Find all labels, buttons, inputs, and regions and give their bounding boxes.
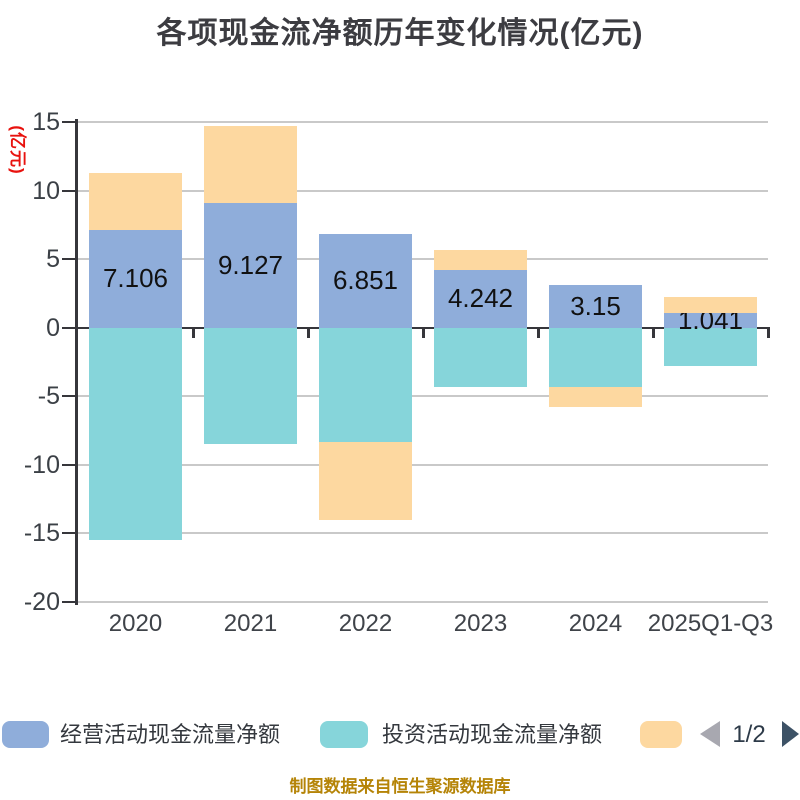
legend-swatch [2, 721, 49, 748]
plot-area: 15 10 5 0 -5 -10 -15 -20 7.106 9.127 6.851 4.242 3.… [24, 108, 773, 637]
y-axis-tick [62, 395, 76, 398]
x-category-label-2021: 2021 [223, 610, 278, 637]
bar-segment-2020 [89, 172, 182, 231]
x-axis-tick [766, 326, 770, 338]
x-axis-tick [191, 326, 195, 338]
chart-title: 各项现金流净额历年变化情况(亿元) [156, 17, 644, 50]
legend-prev-page-icon[interactable] [700, 721, 720, 747]
y-tick-label: -15 [23, 519, 60, 548]
bar-segment-2024 [549, 284, 642, 328]
gridline [78, 121, 768, 123]
bar-segment-2024 [549, 386, 642, 407]
x-category-label-2022: 2022 [338, 610, 393, 637]
x-category-label-2025Q1-Q3: 2025Q1-Q3 [647, 610, 774, 637]
x-axis-tick [651, 326, 655, 338]
x-axis-tick [421, 326, 425, 338]
bar-segment-2023 [434, 249, 527, 270]
bar-segment-2024 [549, 327, 642, 387]
gridline [78, 189, 768, 192]
bar-segment-2025Q1-Q3 [664, 296, 757, 314]
y-axis-tick [62, 189, 76, 192]
legend-page-indicator: 1/2 [732, 721, 766, 748]
bar-segment-2022 [319, 441, 412, 520]
bar-value-text: 9.127 [217, 249, 284, 280]
gridline [78, 532, 768, 535]
bar-value-label: 6.851 [319, 234, 412, 328]
legend-next-page-icon[interactable] [782, 721, 799, 747]
y-tick-label: 0 [46, 313, 60, 342]
bar-segment-2022 [319, 233, 412, 328]
bar-segment-2025Q1-Q3 [664, 313, 757, 328]
bar-segment-2023 [434, 327, 527, 388]
bar-value-label: 9.127 [204, 203, 297, 328]
bar-segment-2023 [434, 269, 527, 328]
y-tick-label: 15 [32, 108, 60, 136]
bar-value-label: 4.242 [434, 270, 527, 328]
bar-segment-2021 [204, 126, 297, 203]
bar-segment-2021 [204, 327, 297, 444]
bar-value-text: 7.106 [102, 263, 169, 294]
x-axis-tick [536, 326, 540, 338]
y-tick-label: 10 [32, 176, 60, 205]
y-tick-label: -20 [23, 588, 60, 616]
bar-value-text: 6.851 [332, 265, 399, 296]
y-axis-tick [62, 532, 76, 535]
gridline [78, 463, 768, 466]
bar-value-text: 3.15 [570, 290, 621, 321]
bar-segment-2020 [89, 230, 182, 328]
y-axis-tick [62, 601, 76, 603]
y-axis-tick [62, 121, 76, 123]
y-axis-tick [62, 258, 76, 261]
y-tick-label: -10 [23, 450, 60, 479]
bar-segment-2022 [319, 327, 412, 442]
gridline [78, 258, 768, 261]
y-axis-tick [62, 463, 76, 466]
bar-value-label: 7.106 [89, 230, 182, 327]
gridline [78, 395, 768, 398]
data-source-note: 制图数据来自恒生聚源数据库 [289, 777, 511, 796]
legend-label: 投资活动现金流量净额 [382, 722, 603, 747]
bar-value-label: 1.041 [664, 305, 757, 335]
gridline [78, 601, 768, 603]
x-axis-tick [306, 326, 310, 338]
x-category-label-2024: 2024 [568, 610, 623, 637]
y-axis-line [75, 119, 78, 605]
bar-value-label: 3.15 [549, 285, 642, 328]
x-category-label-2023: 2023 [453, 610, 508, 637]
legend-swatch [320, 721, 368, 748]
legend-label: 经营活动现金流量净额 [60, 722, 281, 747]
legend: 经营活动现金流量净额 投资活动现金流量净额 1/2 [0, 721, 800, 749]
y-axis-tick [62, 326, 76, 329]
bar-segment-2021 [204, 202, 297, 328]
bar-value-text: 4.242 [447, 283, 514, 314]
x-category-label-2020: 2020 [108, 610, 163, 637]
legend-swatch [640, 721, 682, 748]
y-tick-label: 5 [46, 245, 60, 274]
bar-segment-2025Q1-Q3 [664, 327, 757, 367]
bar-segment-2020 [89, 327, 182, 541]
y-tick-label: -5 [37, 382, 60, 411]
